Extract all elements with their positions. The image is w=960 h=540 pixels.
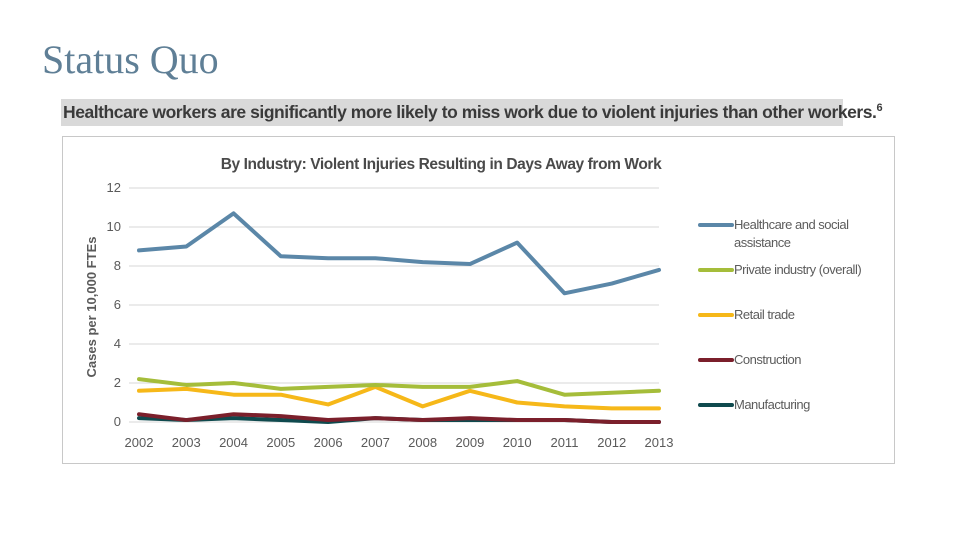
- y-tick-label: 10: [107, 219, 121, 234]
- legend-swatch: [698, 358, 734, 362]
- series-line-retail-trade: [137, 384, 661, 411]
- line-chart: By Industry: Violent Injuries Resulting …: [84, 156, 674, 450]
- chart-title: By Industry: Violent Injuries Resulting …: [221, 156, 662, 173]
- x-tick-label: 2012: [597, 435, 626, 450]
- chart-frame: By Industry: Violent Injuries Resulting …: [62, 136, 895, 464]
- y-tick-label: 12: [107, 180, 121, 195]
- headline-sentence: Healthcare workers are significantly mor…: [63, 102, 877, 122]
- legend-label: Manufacturing: [734, 397, 810, 412]
- legend-label: Healthcare and social assistance: [734, 217, 849, 250]
- series-line-private-industry-overall: [137, 377, 661, 397]
- legend-swatch: [698, 403, 734, 407]
- series-line-construction: [137, 412, 661, 424]
- legend-label: Retail trade: [734, 307, 795, 322]
- slide-title: Status Quo: [42, 37, 219, 82]
- legend-swatch: [698, 313, 734, 317]
- y-tick-label: 6: [114, 297, 121, 312]
- y-tick-label: 0: [114, 414, 121, 429]
- headline-banner: Healthcare workers are significantly mor…: [61, 99, 883, 126]
- y-tick-label: 2: [114, 375, 121, 390]
- x-tick-label: 2007: [361, 435, 390, 450]
- legend-swatch: [698, 268, 734, 272]
- y-tick-label: 8: [114, 258, 121, 273]
- x-tick-label: 2006: [314, 435, 343, 450]
- legend-label: Private industry (overall): [734, 262, 862, 277]
- y-axis-label: Cases per 10,000 FTEs: [84, 237, 99, 378]
- y-tick-label: 4: [114, 336, 121, 351]
- x-tick-label: 2011: [550, 435, 578, 450]
- series-line-healthcare-and-social-assistance: [137, 211, 661, 296]
- x-tick-label: 2013: [645, 435, 674, 450]
- x-tick-label: 2005: [266, 435, 295, 450]
- x-tick-label: 2010: [503, 435, 532, 450]
- x-tick-label: 2009: [455, 435, 484, 450]
- legend-label: Construction: [734, 352, 801, 367]
- headline-text: Healthcare workers are significantly mor…: [63, 102, 883, 123]
- x-tick-label: 2008: [408, 435, 437, 450]
- footnote-marker: 6: [876, 102, 883, 115]
- legend-swatch: [698, 223, 734, 227]
- x-tick-label: 2004: [219, 435, 248, 450]
- x-tick-label: 2003: [172, 435, 201, 450]
- x-tick-label: 2002: [125, 435, 154, 450]
